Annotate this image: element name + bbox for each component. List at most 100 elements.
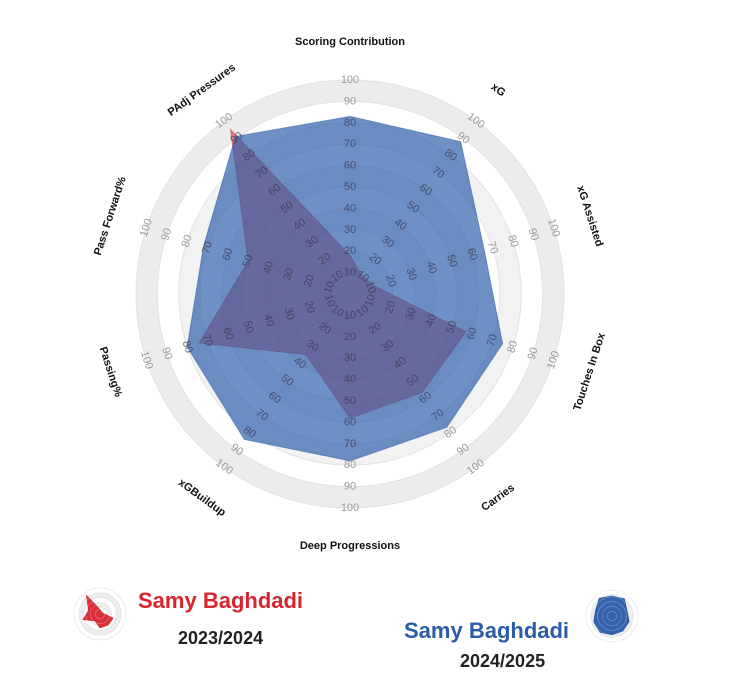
tick-label: 80: [344, 117, 356, 129]
tick-label: 80: [180, 339, 195, 354]
tick-label: 70: [430, 407, 447, 424]
thumb-gridline: [602, 606, 622, 626]
tick-label: 40: [291, 355, 308, 372]
tick-label: 10: [322, 293, 337, 308]
tick-label: 80: [505, 339, 520, 354]
thumb-gridline: [597, 601, 627, 631]
tick-label: 30: [304, 337, 321, 354]
tick-label: 30: [403, 306, 418, 321]
thumb-gridline: [592, 596, 632, 636]
axis-label: Carries: [479, 482, 517, 514]
tick-label: 30: [304, 234, 321, 251]
tick-label: 80: [442, 424, 459, 441]
tick-label: 100: [545, 217, 562, 238]
radar-thumbnail-blue-icon: [585, 589, 639, 643]
axis-label: Scoring Contribution: [295, 36, 405, 48]
tick-label: 30: [281, 306, 296, 321]
tick-label: 40: [291, 216, 308, 233]
tick-label: 50: [344, 181, 356, 193]
tick-label: 50: [279, 372, 296, 389]
axis-label: Passing%: [97, 345, 125, 398]
legend-player-name: Samy Baghdadi: [404, 618, 570, 643]
tick-label: 70: [344, 438, 356, 450]
tick-label: 80: [505, 233, 520, 248]
tick-label: 10: [354, 303, 371, 320]
tick-label: 90: [455, 441, 472, 458]
tick-label: 100: [138, 350, 155, 371]
axis-label: xG Assisted: [574, 184, 605, 248]
tick-label: 60: [266, 389, 283, 406]
tick-label: 30: [403, 266, 418, 281]
tick-label: 50: [241, 253, 256, 268]
radar-thumbnail-red-icon: [73, 587, 127, 641]
tick-label: 20: [302, 273, 317, 288]
tick-label: 10: [329, 303, 346, 320]
tick-label: 40: [344, 202, 356, 214]
tick-label: 90: [228, 130, 245, 147]
thumb-shape: [82, 594, 114, 629]
tick-label: 50: [404, 199, 421, 216]
tick-label: 40: [344, 374, 356, 386]
thumb-shape: [593, 595, 630, 636]
tick-label: 20: [316, 251, 333, 268]
tick-label: 100: [341, 502, 359, 514]
legend-season: 2023/2024: [178, 628, 264, 648]
tick-label: 100: [138, 217, 155, 238]
tick-label: 70: [485, 240, 500, 255]
axis-label: Deep Progressions: [300, 540, 400, 552]
legend-season: 2024/2025: [460, 651, 546, 671]
tick-label: 90: [344, 481, 356, 493]
tick-label: 80: [344, 459, 356, 471]
tick-label: 80: [442, 147, 459, 164]
tick-label: 20: [383, 300, 398, 315]
thumb-gridline: [85, 599, 115, 629]
tick-label: 40: [392, 355, 409, 372]
tick-label: 90: [455, 130, 472, 147]
tick-label: 30: [344, 224, 356, 236]
tick-label: 80: [241, 424, 258, 441]
tick-label: 60: [417, 182, 434, 199]
radar-series-2024-2025: [186, 115, 504, 462]
legend-player-name: Samy Baghdadi: [138, 588, 304, 613]
tick-label: 30: [379, 337, 396, 354]
tick-label: 90: [526, 346, 541, 361]
tick-label: 10: [363, 293, 378, 308]
tick-label: 20: [367, 320, 384, 337]
tick-label: 40: [261, 260, 276, 275]
tick-label: 60: [344, 416, 356, 428]
thumb-gridline: [80, 594, 120, 634]
tick-label: 90: [228, 441, 245, 458]
axis-label: PAdj Pressures: [166, 62, 238, 119]
tick-label: 30: [379, 234, 396, 251]
tick-label: 90: [159, 227, 174, 242]
tick-label: 60: [465, 326, 480, 341]
tick-label: 90: [526, 227, 541, 242]
tick-label: 70: [200, 240, 215, 255]
tick-label: 10: [363, 280, 378, 295]
tick-label: 50: [444, 253, 459, 268]
tick-label: 60: [266, 182, 283, 199]
radar-chart: 1020304050607080901001020304050607080901…: [92, 36, 608, 552]
tick-label: 20: [367, 251, 384, 268]
tick-label: 10: [329, 268, 346, 285]
tick-label: 60: [220, 247, 235, 262]
tick-label: 80: [180, 233, 195, 248]
tick-label: 10: [354, 268, 371, 285]
tick-label: 50: [241, 319, 256, 334]
tick-label: 20: [344, 245, 356, 257]
tick-label: 70: [200, 333, 215, 348]
tick-label: 100: [545, 350, 562, 371]
tick-labels: 1020304050607080901001020304050607080901…: [138, 74, 562, 514]
axis-label: xG: [489, 81, 508, 99]
tick-label: 20: [383, 273, 398, 288]
axis-label: Pass Forward%: [92, 175, 129, 257]
tick-label: 70: [430, 164, 447, 181]
tick-label: 30: [281, 266, 296, 281]
tick-label: 10: [344, 309, 356, 321]
tick-label: 90: [159, 346, 174, 361]
tick-label: 40: [424, 260, 439, 275]
tick-label: 70: [253, 407, 270, 424]
tick-label: 50: [404, 372, 421, 389]
tick-label: 90: [344, 95, 356, 107]
tick-label: 60: [465, 247, 480, 262]
